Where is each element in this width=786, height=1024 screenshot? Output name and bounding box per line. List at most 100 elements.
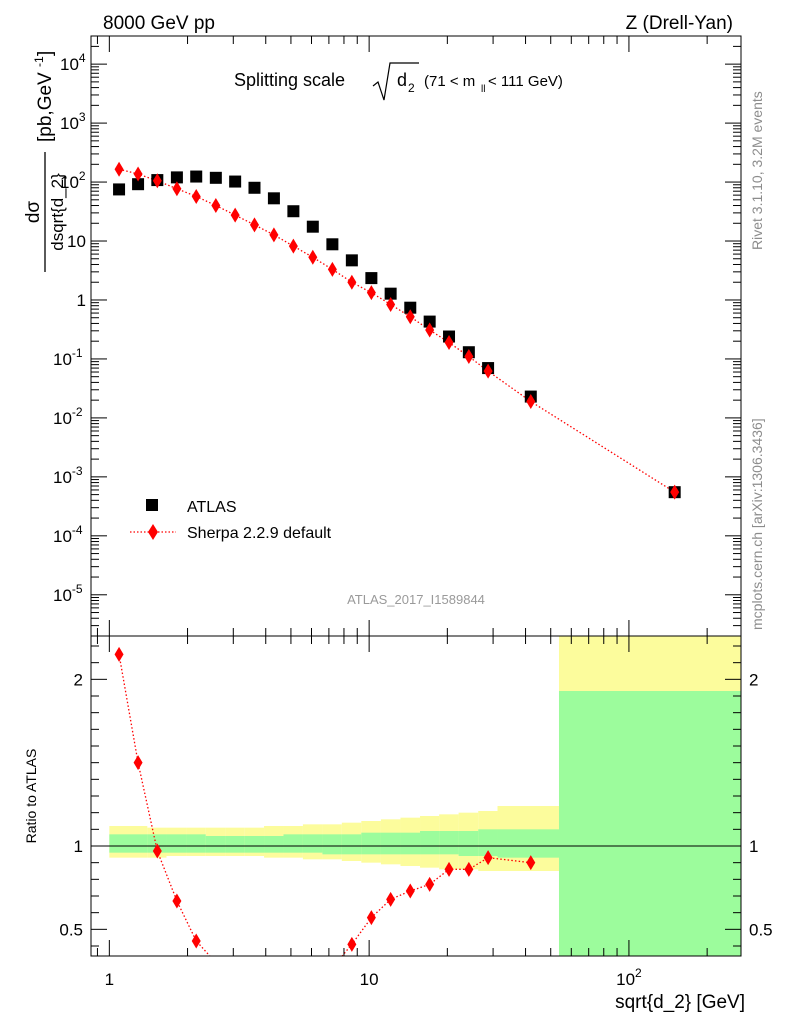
ylabel-numerator: dσ <box>23 201 44 224</box>
sherpa-ratio-point <box>191 933 201 949</box>
atlas-data-point <box>384 287 397 300</box>
sherpa-data-point <box>230 207 240 223</box>
ratio-stat-band <box>361 832 381 855</box>
main-y-tick-base: 10 <box>53 527 72 546</box>
sherpa-data-point <box>249 217 259 233</box>
ratio-stat-band <box>341 834 362 855</box>
sherpa-ratio-point <box>483 850 493 866</box>
ratio-stat-band <box>109 834 129 853</box>
header-left: 8000 GeV pp <box>103 13 215 34</box>
atlas-data-point <box>209 171 222 184</box>
atlas-data-point <box>287 205 300 218</box>
main-y-tick-label: 103 <box>60 110 86 133</box>
ratio-data-marks <box>114 646 536 952</box>
main-y-tick-exponent: -1 <box>72 346 83 360</box>
atlas-data-point <box>345 254 358 267</box>
sherpa-data-point <box>526 393 536 409</box>
ratio-stat-band <box>205 836 226 853</box>
ratio-stat-band <box>380 832 401 855</box>
sherpa-data-point <box>308 249 318 265</box>
ratio-stat-band <box>166 834 187 853</box>
ratio-y-tick-label-right: 2 <box>749 670 758 689</box>
x-tick-base: 1 <box>105 970 114 989</box>
title-range-pre: (71 < m <box>424 73 475 90</box>
main-y-tick-base: 10 <box>53 409 72 428</box>
sherpa-data-point <box>483 363 493 379</box>
legend: ATLAS Sherpa 2.2.9 default <box>130 499 332 542</box>
main-y-tick-exponent: 4 <box>79 51 86 65</box>
ratio-stat-band <box>186 834 206 853</box>
main-y-tick-exponent: -4 <box>72 523 83 537</box>
ratio-stat-band <box>478 829 498 856</box>
ratio-plot-frame <box>90 635 742 957</box>
sherpa-data-point <box>114 161 124 177</box>
atlas-data-point <box>404 301 417 314</box>
sherpa-data-point <box>152 173 162 189</box>
x-tick-exponent: 2 <box>635 966 642 980</box>
sherpa-data-point <box>269 227 279 243</box>
main-y-tick-base: 10 <box>53 350 72 369</box>
ratio-stat-band <box>497 829 559 858</box>
ratio-uncertainty-bands <box>109 636 741 956</box>
main-data-marks <box>113 161 681 500</box>
rivet-label: Rivet 3.1.10, 3.2M events <box>749 91 765 250</box>
main-y-tick-label: 10-5 <box>53 582 83 605</box>
sherpa-ratio-point <box>405 883 415 899</box>
main-y-tick-base: 10 <box>67 232 86 251</box>
ratio-stat-band <box>322 834 342 855</box>
sherpa-data-point <box>366 285 376 301</box>
sherpa-data-point <box>386 296 396 312</box>
sherpa-data-point <box>191 188 201 204</box>
ratio-y-tick-label-right: 0.5 <box>749 920 773 939</box>
ratio-stat-band <box>244 836 265 853</box>
header-right: Z (Drell-Yan) <box>626 13 733 34</box>
legend-sherpa-marker <box>148 524 158 540</box>
analysis-watermark: ATLAS_2017_I1589844 <box>347 592 485 607</box>
sherpa-data-point <box>425 322 435 338</box>
ratio-stat-band <box>400 832 421 855</box>
atlas-data-point <box>423 315 436 328</box>
main-y-tick-label: 10 <box>67 232 86 251</box>
main-y-tick-base: 10 <box>60 55 79 74</box>
ratio-y-tick-label-right: 1 <box>749 837 758 856</box>
title-symbol-sub: 2 <box>408 81 415 95</box>
main-y-tick-base: 10 <box>53 468 72 487</box>
sherpa-ratio-point <box>347 936 357 952</box>
sherpa-data-point <box>327 261 337 277</box>
title-range-post: < 111 GeV) <box>488 73 563 90</box>
ratio-stat-band <box>420 831 440 855</box>
ratio-y-tick-label: 2 <box>74 670 83 689</box>
ylabel-unit-exponent: -1 <box>32 56 46 67</box>
main-y-tick-label: 102 <box>60 169 86 192</box>
sherpa-data-point <box>347 274 357 290</box>
sqrt-symbol <box>372 62 419 101</box>
atlas-data-point <box>170 171 183 184</box>
ylabel-unit-close: ] <box>35 51 56 56</box>
ratio-stat-band <box>283 834 303 853</box>
sherpa-data-point <box>133 166 143 182</box>
x-tick-labels: 1 10 102 <box>105 966 642 989</box>
main-y-tick-base: 1 <box>77 291 86 310</box>
main-y-tick-exponent: 2 <box>79 169 86 183</box>
mcplots-label: mcplots.cern.ch [arXiv:1306.3436] <box>749 418 765 630</box>
main-y-tick-exponent: -2 <box>72 405 83 419</box>
x-tick-base: 10 <box>616 970 635 989</box>
sherpa-ratio-point <box>152 843 162 859</box>
main-y-tick-label: 104 <box>60 51 86 74</box>
main-y-tick-exponent: 3 <box>79 110 86 124</box>
legend-sherpa-label: Sherpa 2.2.9 default <box>187 525 332 542</box>
x-tick-label: 102 <box>616 966 642 989</box>
sherpa-data-point <box>405 309 415 325</box>
main-y-tick-label: 10-2 <box>53 405 83 428</box>
sherpa-ratio-polyline <box>118 654 531 956</box>
sherpa-data-point <box>464 349 474 364</box>
atlas-data-point <box>326 238 339 251</box>
main-y-tick-exponent: -5 <box>72 582 83 596</box>
sherpa-ratio-point <box>425 876 435 892</box>
main-y-tick-label: 10-4 <box>53 523 83 546</box>
ratio-stat-band <box>147 834 167 853</box>
sherpa-data-point <box>670 484 680 500</box>
